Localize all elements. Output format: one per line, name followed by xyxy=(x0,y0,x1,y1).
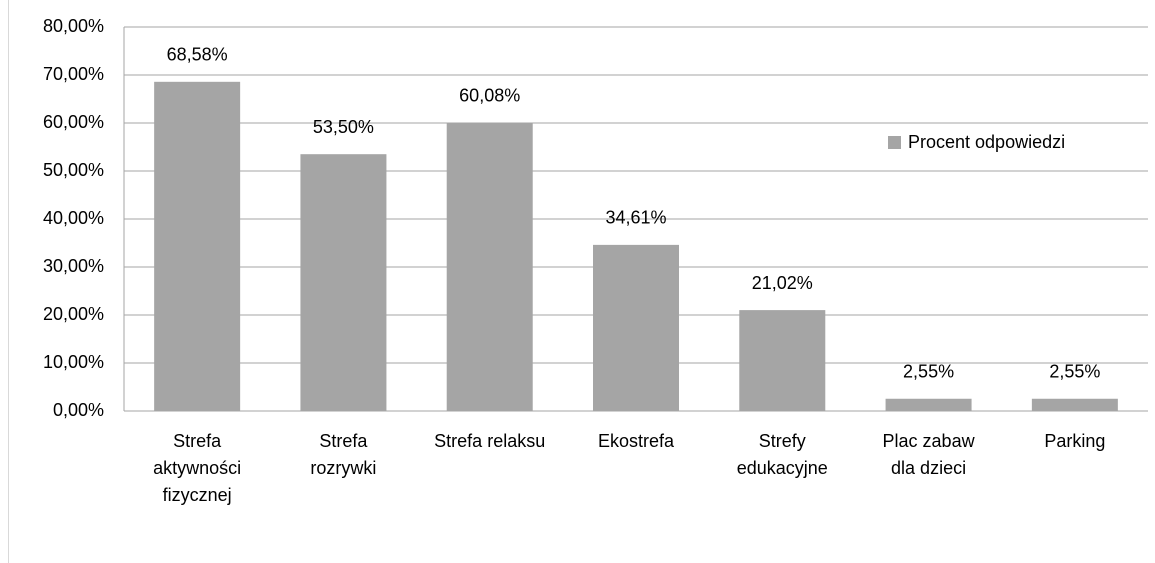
legend-swatch xyxy=(888,136,901,149)
bar xyxy=(739,310,826,411)
data-label: 21,02% xyxy=(752,273,813,293)
data-label: 53,50% xyxy=(313,117,374,137)
data-label: 60,08% xyxy=(459,85,520,105)
bar xyxy=(1031,398,1118,411)
y-tick-label: 10,00% xyxy=(43,352,104,372)
y-tick-label: 40,00% xyxy=(43,208,104,228)
x-tick-label: Strefy edukacyjne xyxy=(736,431,828,478)
chart-frame xyxy=(8,0,9,563)
bar xyxy=(593,244,679,411)
y-tick-label: 80,00% xyxy=(43,16,104,36)
x-tick-label: Ekostrefa xyxy=(597,431,674,451)
data-label: 2,55% xyxy=(903,362,954,382)
y-tick-label: 50,00% xyxy=(43,160,104,180)
data-label: 68,58% xyxy=(167,45,228,65)
bar xyxy=(446,122,533,411)
y-tick-label: 20,00% xyxy=(43,304,104,324)
data-label: 34,61% xyxy=(605,208,666,228)
y-tick-label: 70,00% xyxy=(43,64,104,84)
bar xyxy=(885,398,972,411)
bar xyxy=(300,154,387,411)
x-tick-label: Plac zabaw dla dzieci xyxy=(882,431,975,478)
x-tick-label: Parking xyxy=(1044,431,1106,451)
data-label: 2,55% xyxy=(1049,362,1100,382)
x-tick-label: Strefa rozrywki xyxy=(310,431,377,478)
y-tick-label: 30,00% xyxy=(43,256,104,276)
bar xyxy=(154,81,241,411)
x-tick-label: Strefa aktywności fizycznej xyxy=(153,431,242,505)
x-tick-label: Strefa relaksu xyxy=(434,431,546,451)
y-tick-label: 0,00% xyxy=(53,400,104,420)
y-tick-label: 60,00% xyxy=(43,112,104,132)
legend-label: Procent odpowiedzi xyxy=(908,132,1065,152)
